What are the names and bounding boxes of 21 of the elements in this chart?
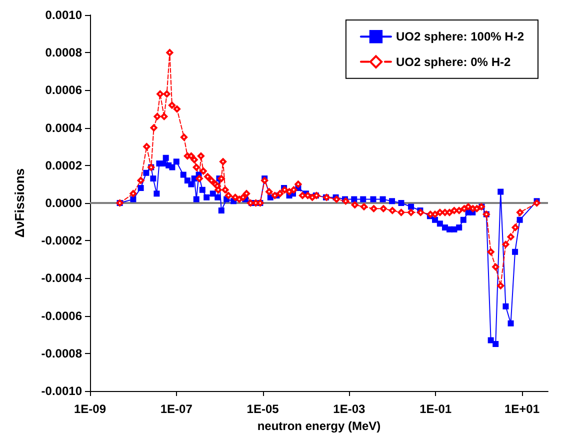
y-tick-label: 0.0010 — [45, 8, 82, 22]
y-tick-label: -0.0010 — [41, 384, 82, 398]
y-tick-label: 0.0008 — [45, 46, 82, 60]
x-tick-label: 1E-03 — [333, 402, 366, 416]
x-tick-label: 1E+01 — [504, 402, 540, 416]
x-tick-label: 1E-05 — [246, 402, 280, 416]
y-tick-label: -0.0002 — [41, 234, 82, 248]
y-tick-label: 0.0000 — [45, 196, 82, 210]
y-tick-label: 0.0004 — [45, 120, 82, 135]
x-tick-label: 1E-01 — [420, 402, 452, 416]
y-tick-label: 0.0006 — [45, 83, 82, 98]
y-tick-label: -0.0006 — [41, 308, 82, 323]
x-tick-label: 1E-09 — [74, 402, 106, 416]
y-tick-label: 0.0002 — [45, 158, 82, 172]
x-axis-title: neutron energy (MeV) — [257, 418, 381, 433]
x-tick-label: 1E-07 — [160, 402, 193, 416]
legend-label: UO2 sphere: 0% H-2 — [396, 54, 511, 69]
y-tick-label: -0.0004 — [41, 271, 82, 286]
y-tick-label: -0.0008 — [41, 346, 82, 360]
legend-label: UO2 sphere: 100% H-2 — [396, 30, 524, 44]
y-axis-title: ΔνFissions — [12, 168, 27, 238]
